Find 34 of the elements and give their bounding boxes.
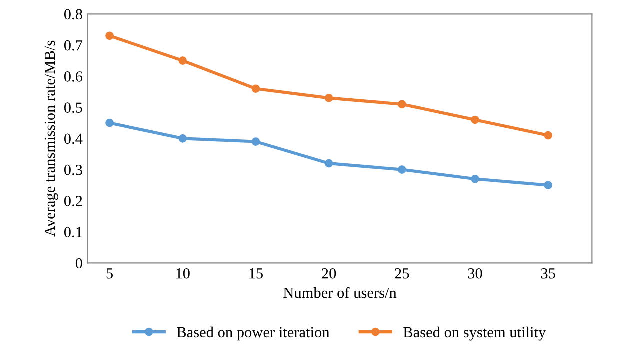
point: [252, 138, 260, 146]
point: [544, 131, 552, 140]
x-tick-label: 35: [541, 268, 556, 279]
point: [544, 181, 552, 190]
y-tick-label: 0.5: [64, 102, 82, 114]
y-tick-label: 0.6: [64, 72, 83, 82]
legend-label: Based on power iteration: [177, 326, 330, 341]
point: [471, 174, 480, 184]
y-tick-label: 0.1: [64, 227, 82, 238]
point: [398, 100, 406, 109]
y-axis-title: Average transmission rate/MB/s: [44, 40, 58, 237]
y-tick-label: 0.8: [64, 9, 82, 20]
point: [324, 94, 334, 102]
y-tick-label: 0.2: [64, 196, 82, 206]
x-tick-label: 30: [468, 268, 482, 279]
point: [324, 159, 334, 168]
point: [178, 134, 188, 143]
x-tick-label: 15: [250, 268, 263, 279]
point: [178, 56, 188, 66]
point: [106, 32, 114, 40]
x-axis-title: Number of users/n: [284, 287, 397, 298]
point: [471, 116, 480, 124]
point: [106, 118, 114, 128]
x-tick-label: 5: [106, 268, 113, 279]
y-tick-label: 0.4: [64, 134, 83, 144]
x-tick-label: 20: [322, 268, 336, 279]
legend-label: Based on system utility: [404, 326, 546, 341]
point: [252, 84, 260, 94]
y-tick-label: 0: [76, 258, 82, 269]
y-tick-label: 0.7: [64, 40, 83, 51]
x-tick-label: 10: [176, 268, 190, 279]
x-tick-label: 25: [395, 268, 410, 279]
y-tick-label: 0.3: [64, 164, 82, 176]
point: [398, 166, 406, 174]
